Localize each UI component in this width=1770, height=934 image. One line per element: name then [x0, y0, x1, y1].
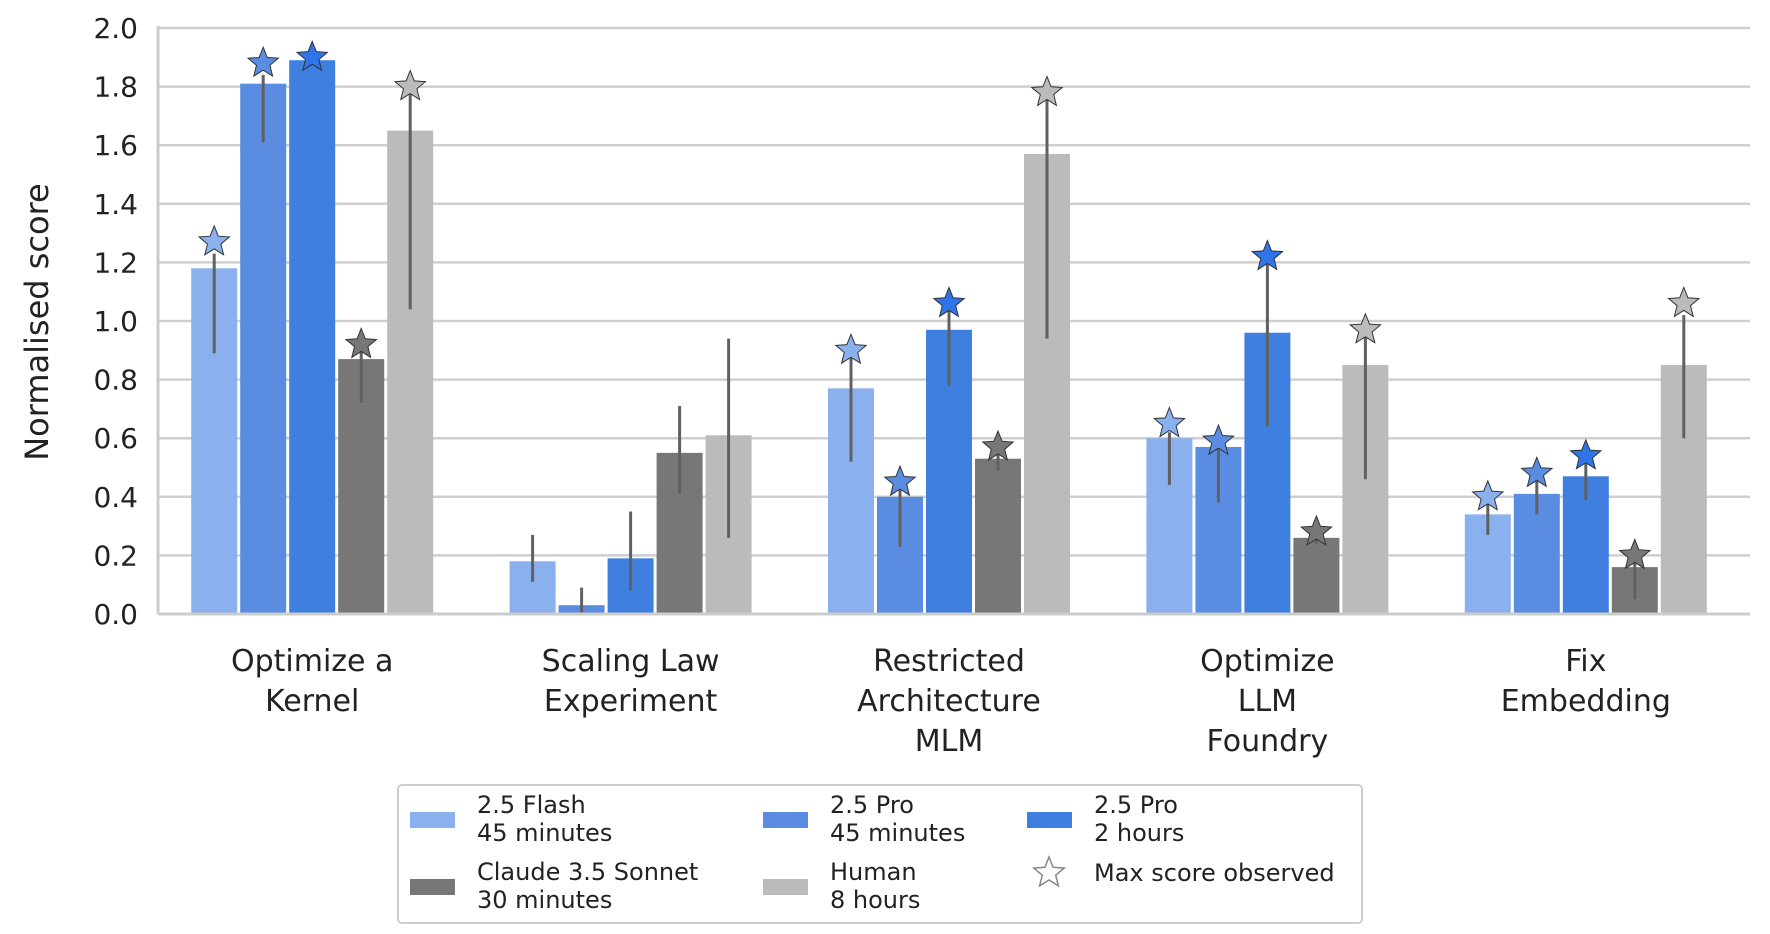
legend-label: Max score observed — [1094, 859, 1335, 887]
legend-label-line: 2.5 Pro — [830, 791, 914, 819]
y-axis-label: Normalised score — [18, 183, 56, 461]
legend-label-line: Human — [830, 858, 917, 886]
legend-swatch — [763, 879, 808, 895]
y-tick-labels: 0.0 0.2 0.4 0.6 0.8 1.0 1.2 1.4 1.6 1.8 2.0 — [93, 12, 138, 631]
x-category-label-line: Embedding — [1501, 684, 1671, 719]
legend-swatch — [763, 812, 808, 828]
max-score-star — [981, 429, 1015, 461]
y-tick-label: 1.2 — [93, 246, 138, 279]
legend-label-line: 45 minutes — [477, 819, 612, 847]
max-score-star — [1520, 456, 1554, 488]
x-category-label: Scaling Law Experiment — [542, 644, 720, 719]
y-tick-label: 1.8 — [93, 71, 138, 104]
error-bars — [212, 57, 1686, 614]
legend-label-line: Claude 3.5 Sonnet — [477, 858, 698, 886]
axes — [156, 26, 1750, 616]
x-category-label-line: Experiment — [544, 684, 718, 719]
max-score-star — [1030, 75, 1064, 107]
max-score-star — [246, 45, 280, 78]
legend-label-line: 2.5 Flash — [477, 791, 586, 819]
x-category-label: Optimize LLM Foundry — [1200, 644, 1335, 759]
legend-star-icon — [1031, 854, 1067, 888]
legend-label-line: 2.5 Pro — [1094, 791, 1178, 819]
legend-label-line: 30 minutes — [477, 886, 612, 914]
x-category-label: Restricted Architecture MLM — [857, 644, 1041, 759]
x-category-labels: Optimize a Kernel Scaling Law Experiment Res… — [231, 644, 1671, 759]
max-score-star — [1667, 286, 1701, 318]
legend-label-line: 8 hours — [830, 886, 920, 914]
x-category-label: Fix Embedding — [1501, 644, 1671, 719]
bar — [1293, 537, 1340, 614]
max-score-star — [1152, 406, 1186, 438]
max-score-star — [1569, 438, 1603, 470]
y-tick-label: 0.4 — [93, 481, 138, 514]
x-category-label-line: Kernel — [265, 684, 359, 719]
legend-label: Claude 3.5 Sonnet 30 minutes — [477, 858, 698, 914]
legend-label: 2.5 Flash 45 minutes — [477, 791, 612, 847]
legend-swatch — [410, 812, 455, 828]
legend-label: 2.5 Pro 2 hours — [1094, 791, 1184, 847]
legend-label: 2.5 Pro 45 minutes — [830, 791, 965, 847]
x-category-label-line: Architecture — [857, 684, 1041, 719]
max-score-star — [1201, 423, 1235, 456]
x-category-label: Optimize a Kernel — [231, 644, 393, 719]
legend-label-line: 45 minutes — [830, 819, 965, 847]
legend-swatch — [410, 879, 455, 895]
y-tick-label: 1.0 — [93, 305, 138, 338]
max-score-star — [393, 69, 427, 101]
y-tick-label: 1.6 — [93, 129, 138, 162]
legend-label: Human 8 hours — [830, 858, 920, 914]
x-category-label-line: Optimize — [1200, 644, 1335, 679]
legend-box — [397, 784, 1363, 924]
x-category-label-line: Optimize a — [231, 644, 393, 679]
max-score-star — [1618, 538, 1652, 570]
max-score-star — [883, 464, 917, 497]
max-score-star — [932, 286, 966, 318]
max-score-star — [1299, 514, 1333, 546]
x-category-label-line: LLM — [1238, 684, 1297, 719]
max-score-star — [1348, 312, 1382, 344]
y-tick-label: 0.0 — [93, 598, 138, 631]
y-tick-label: 0.8 — [93, 364, 138, 397]
x-category-label-line: MLM — [915, 724, 983, 759]
x-category-label-line: Foundry — [1207, 724, 1329, 759]
x-category-label-line: Restricted — [873, 644, 1025, 679]
y-tick-label: 0.2 — [93, 539, 138, 572]
x-category-label-line: Scaling Law — [542, 644, 720, 679]
legend-label-line: 2 hours — [1094, 819, 1184, 847]
max-score-star — [197, 224, 231, 256]
max-score-star — [834, 332, 868, 365]
max-score-star — [1471, 479, 1505, 511]
legend-label-line: Max score observed — [1094, 859, 1335, 887]
y-tick-label: 1.4 — [93, 188, 138, 221]
x-category-label-line: Fix — [1565, 644, 1606, 679]
max-score-star — [1250, 239, 1284, 271]
bar — [975, 458, 1021, 614]
max-score-star — [295, 39, 329, 72]
max-markers — [197, 39, 1701, 570]
bar — [289, 60, 336, 615]
bar — [240, 83, 287, 615]
y-tick-label: 0.6 — [93, 422, 138, 455]
y-tick-label: 2.0 — [93, 12, 138, 45]
legend-swatch — [1027, 812, 1072, 828]
max-score-star — [344, 327, 378, 359]
